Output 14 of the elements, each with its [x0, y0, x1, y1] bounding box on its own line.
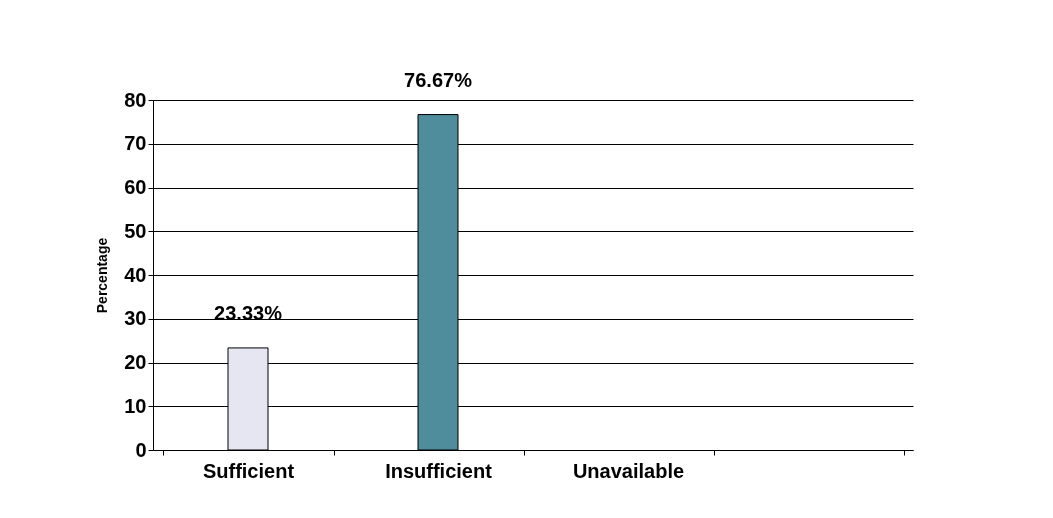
y-tick-label: 0 [135, 438, 147, 461]
data-label: 76.67% [404, 68, 473, 91]
y-tick-label: 70 [124, 132, 147, 155]
y-tick-label: 50 [124, 219, 147, 242]
y-tick-label: 80 [124, 88, 147, 111]
y-axis-title: Percentage [94, 237, 111, 314]
x-tick-label: Insufficient [385, 459, 493, 482]
x-tick-label: Unavailable [572, 459, 685, 482]
y-tick-label: 30 [124, 307, 147, 330]
y-tick-label: 10 [124, 394, 147, 417]
y-tick-label: 40 [124, 263, 147, 286]
y-tick-label: 20 [124, 351, 147, 373]
x-tick-label: Sufficient [202, 459, 295, 482]
y-tick-label: 60 [124, 176, 147, 198]
